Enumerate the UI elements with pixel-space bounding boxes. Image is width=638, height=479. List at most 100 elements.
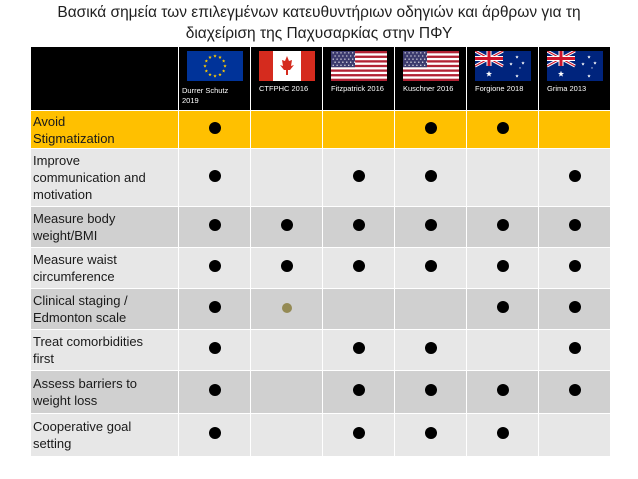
table-cell xyxy=(394,247,467,289)
table-cell xyxy=(250,370,323,414)
table-cell xyxy=(538,413,611,457)
row-label-line: weight/BMI xyxy=(33,228,98,243)
source-label-line-1: Kuschner 2016 xyxy=(403,84,454,93)
bullet-icon xyxy=(424,219,437,231)
table-cell xyxy=(394,148,467,207)
usa-flag-icon xyxy=(331,51,387,81)
table-cell xyxy=(250,329,323,371)
bullet-icon xyxy=(568,169,581,182)
table-cell xyxy=(394,206,467,248)
guidelines-table: Durrer Schutz 2019 CTFPHC 2016 Fitzpatrick … xyxy=(30,46,611,457)
table-cell xyxy=(538,110,611,149)
row-label: Improve communication and motivation xyxy=(30,148,179,207)
bullet-icon xyxy=(496,427,509,439)
table-cell xyxy=(250,206,323,248)
table-row: Measure body weight/BMI xyxy=(30,206,611,248)
bullet-icon xyxy=(424,169,437,182)
table-cell xyxy=(322,206,395,248)
bullet-icon xyxy=(496,301,509,313)
table-cell xyxy=(250,288,323,330)
source-label-line-1: CTFPHC 2016 xyxy=(259,84,309,93)
bullet-icon xyxy=(352,427,365,439)
table-cell xyxy=(178,206,251,248)
table-cell xyxy=(322,370,395,414)
bullet-icon xyxy=(352,342,365,354)
title-line-2: διαχείριση της Παχυσαρκίας στην ΠΦΥ xyxy=(185,25,453,42)
source-label: Grima 2013 xyxy=(547,84,608,94)
table-cell xyxy=(394,329,467,371)
bullet-icon xyxy=(208,384,221,396)
bullet-icon xyxy=(280,260,293,272)
bullet-icon xyxy=(208,427,221,439)
source-label: CTFPHC 2016 xyxy=(259,84,320,94)
column-header: Durrer Schutz 2019 xyxy=(178,46,251,111)
column-header: CTFPHC 2016 xyxy=(250,46,323,111)
table-cell xyxy=(322,247,395,289)
column-header: Forgione 2018 xyxy=(466,46,539,111)
bullet-icon xyxy=(352,260,365,272)
bullet-icon xyxy=(496,384,509,396)
usa-flag-icon xyxy=(403,51,459,81)
source-label-line-1: Fitzpatrick 2016 xyxy=(331,84,384,93)
table-cell xyxy=(250,247,323,289)
bullet-icon xyxy=(568,342,581,354)
table-cell xyxy=(250,413,323,457)
bullet-icon xyxy=(352,384,365,396)
table-row: Measure waist circumference xyxy=(30,247,611,289)
table-cell xyxy=(538,288,611,330)
row-label-line: Measure body xyxy=(33,211,116,226)
table-cell xyxy=(394,413,467,457)
bullet-icon xyxy=(424,342,437,354)
row-label-line: communication and xyxy=(33,170,146,185)
bullet-icon xyxy=(208,301,221,313)
row-label-line: Cooperative goal xyxy=(33,419,132,434)
header-row: Durrer Schutz 2019 CTFPHC 2016 Fitzpatrick … xyxy=(30,46,611,111)
row-label: Measure waist circumference xyxy=(30,247,179,289)
table-cell xyxy=(178,413,251,457)
row-label-line: Treat comorbidities xyxy=(33,334,144,349)
table-cell xyxy=(178,247,251,289)
page-title: Βασικά σημεία των επιλεγμένων κατευθυντή… xyxy=(0,2,638,44)
bullet-icon xyxy=(208,260,221,272)
row-label-line: Avoid xyxy=(33,113,66,129)
table-cell xyxy=(178,288,251,330)
source-label-line-1: Durrer Schutz xyxy=(182,86,229,95)
row-label: Treat comorbidities first xyxy=(30,329,179,371)
table-cell xyxy=(394,110,467,149)
bullet-icon xyxy=(280,219,293,231)
table-row: Improve communication and motivation xyxy=(30,148,611,207)
row-label-line: Improve xyxy=(33,153,80,168)
table-cell xyxy=(538,247,611,289)
row-label: Clinical staging / Edmonton scale xyxy=(30,288,179,330)
australia-flag-icon xyxy=(547,51,603,81)
table-cell xyxy=(394,288,467,330)
row-label-line: motivation xyxy=(33,187,93,202)
bullet-icon xyxy=(496,219,509,231)
table-cell xyxy=(250,148,323,207)
row-label-line: circumference xyxy=(33,269,115,284)
table-cell xyxy=(322,329,395,371)
source-label-line-1: Grima 2013 xyxy=(547,84,587,93)
table-cell xyxy=(178,148,251,207)
column-header: Grima 2013 xyxy=(538,46,611,111)
bullet-icon xyxy=(424,260,437,272)
eu-flag-icon xyxy=(187,51,243,81)
column-header: Fitzpatrick 2016 xyxy=(322,46,395,111)
table-cell xyxy=(178,110,251,149)
row-label: Avoid Stigmatization xyxy=(30,110,179,149)
table-cell xyxy=(538,148,611,207)
source-label: Fitzpatrick 2016 xyxy=(331,84,392,94)
table-cell xyxy=(178,370,251,414)
bullet-icon xyxy=(352,219,365,231)
canada-flag-icon xyxy=(259,51,315,81)
table-cell xyxy=(466,370,539,414)
row-label-line: Clinical staging / xyxy=(33,293,128,308)
table-cell xyxy=(538,370,611,414)
row-label: Measure body weight/BMI xyxy=(30,206,179,248)
table-cell xyxy=(322,148,395,207)
table-cell xyxy=(322,110,395,149)
partial-bullet-icon xyxy=(281,303,292,313)
table-cell xyxy=(178,329,251,371)
source-label-line-2: 2019 xyxy=(182,96,199,105)
table-cell xyxy=(466,247,539,289)
